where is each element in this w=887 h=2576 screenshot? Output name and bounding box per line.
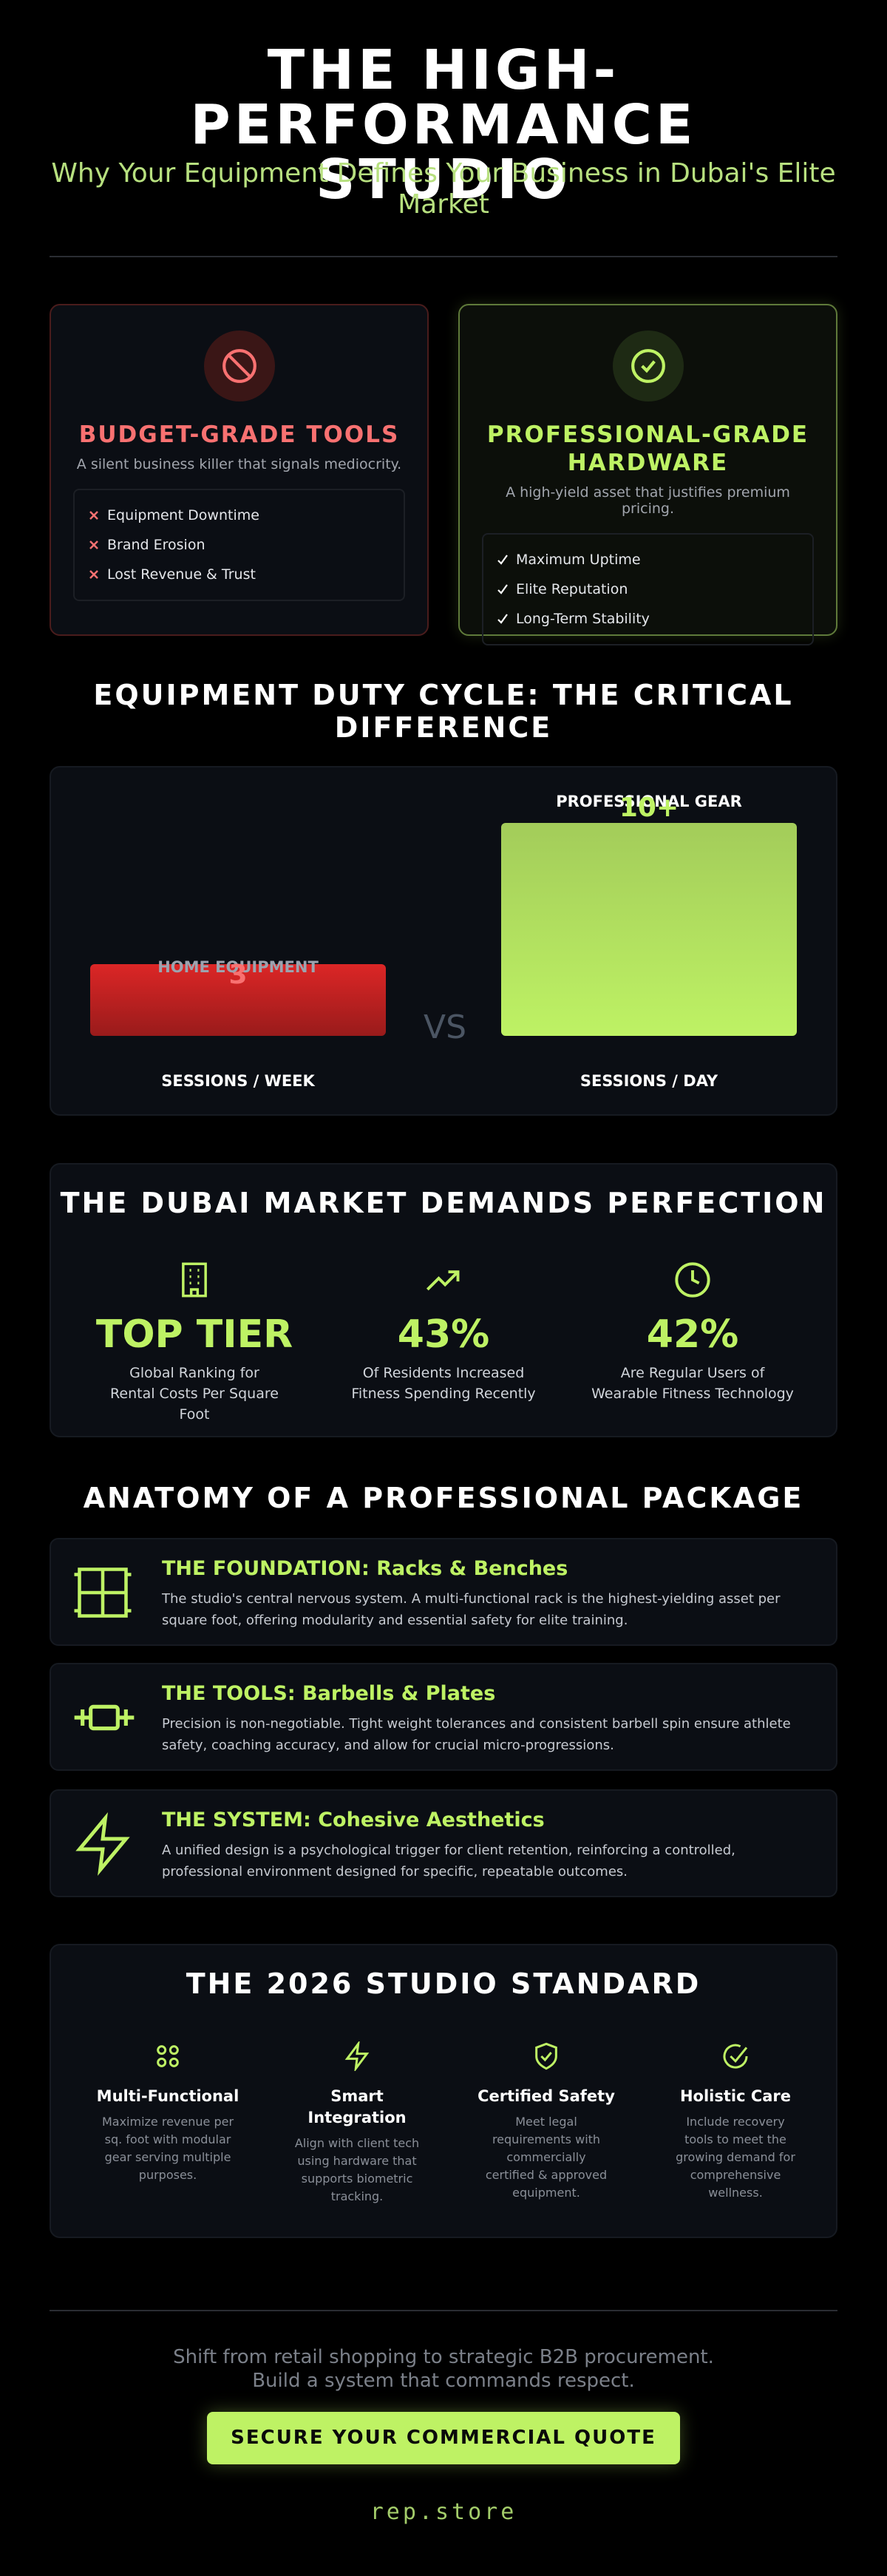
icon <box>203 331 275 401</box>
divider <box>50 2310 837 2311</box>
item-text: Equipment Downtime <box>107 507 259 523</box>
stat-label: Of Residents Increased Fitness Spending … <box>351 1365 536 1402</box>
brand: rep.store <box>370 2499 517 2525</box>
feature-text: The studio's central nervous system. A m… <box>162 1591 781 1628</box>
list: Equipment Downtime Brand Erosion Lost Re… <box>73 489 405 601</box>
item-text: Brand Erosion <box>107 537 205 553</box>
item-text: Lost Revenue & Trust <box>107 566 256 583</box>
feature-text: Precision is non-negotiable. Tight weigh… <box>162 1716 791 1753</box>
stat-value: TOP TIER <box>95 1312 293 1357</box>
list-item: Long-Term Stability <box>497 604 799 634</box>
item-title: Multi-Functional <box>96 2087 239 2105</box>
bar-value: 3 <box>228 960 248 990</box>
item-text: Meet legal requirements with commerciall… <box>485 2115 608 2200</box>
section-title: EQUIPMENT DUTY CYCLE: THE CRITICAL DIFFE… <box>93 679 794 744</box>
subtitle: Why Your Equipment Defines Your Business… <box>51 158 836 220</box>
item-text: Maximize revenue per sq. foot with modul… <box>101 2115 234 2182</box>
standard-item: Holistic Care Include recovery tools to … <box>654 2041 817 2202</box>
item-text: Long-Term Stability <box>516 611 650 627</box>
section-title: THE 2026 STUDIO STANDARD <box>186 1967 701 2000</box>
stat-value: 42% <box>646 1312 739 1357</box>
list-item: Lost Revenue & Trust <box>88 560 390 589</box>
stat: 43% Of Residents Increased Fitness Spend… <box>325 1261 562 1404</box>
feature-row: THE TOOLS: Barbells & Plates Precision i… <box>50 1663 837 1771</box>
cta-line: Build a system that commands respect. <box>252 2370 635 2392</box>
stat-label: Are Regular Users of Wearable Fitness Te… <box>591 1365 794 1402</box>
list-item: Brand Erosion <box>88 530 390 560</box>
item-text: Include recovery tools to meet the growi… <box>676 2115 795 2200</box>
section-title: THE DUBAI MARKET DEMANDS PERFECTION <box>60 1187 827 1219</box>
bar-unit: SESSIONS / DAY <box>580 1072 718 1090</box>
stat: TOP TIER Global Ranking for Rental Costs… <box>76 1261 313 1425</box>
pro-bar <box>501 823 797 1036</box>
icon <box>612 331 684 401</box>
item-text: Elite Reputation <box>516 581 628 597</box>
card-subtitle: A high-yield asset that justifies premiu… <box>506 484 790 517</box>
cta-line: Shift from retail shopping to strategic … <box>173 2346 714 2368</box>
standard-panel: THE 2026 STUDIO STANDARD Multi-Functiona… <box>50 1944 837 2238</box>
item-title: Certified Safety <box>478 2087 615 2105</box>
card-title: PROFESSIONAL-GRADE HARDWARE <box>486 421 809 476</box>
bar-label: HOME EQUIPMENT <box>157 958 319 976</box>
vs: VS <box>423 1009 467 1046</box>
item-text: Maximum Uptime <box>516 552 641 568</box>
item-title: Holistic Care <box>679 2087 792 2105</box>
feature-title: THE TOOLS: Barbells & Plates <box>162 1682 496 1705</box>
list: Maximum Uptime Elite Reputation Long-Ter… <box>482 533 814 645</box>
bar-label: PROFESSIONAL GEAR <box>556 793 742 810</box>
bar-value: 10+ <box>619 793 679 823</box>
feature-title: THE SYSTEM: Cohesive Aesthetics <box>162 1809 545 1831</box>
pro-card: PROFESSIONAL-GRADE HARDWARE A high-yield… <box>458 304 837 645</box>
list-item: Elite Reputation <box>497 574 799 604</box>
home-bar <box>90 964 386 1036</box>
bar-unit: SESSIONS / WEEK <box>161 1072 315 1090</box>
feature-text: A unified design is a psychological trig… <box>162 1843 735 1880</box>
card-subtitle: A silent business killer that signals me… <box>76 456 402 472</box>
stat-value: 43% <box>397 1312 490 1357</box>
cta-text: Shift from retail shopping to strategic … <box>0 2345 887 2393</box>
divider <box>50 256 837 257</box>
budget-card: BUDGET-GRADE TOOLS A silent business kil… <box>50 304 429 636</box>
list-item: Maximum Uptime <box>497 545 799 574</box>
standard-item: Certified Safety Meet legal requirements… <box>465 2041 628 2202</box>
feature-row: THE FOUNDATION: Racks & Benches The stud… <box>50 1538 837 1646</box>
list-item: Equipment Downtime <box>88 501 390 530</box>
standard-item: Smart Integration Align with client tech… <box>276 2039 438 2206</box>
stat: 42% Are Regular Users of Wearable Fitnes… <box>574 1261 811 1404</box>
cta-button[interactable]: SECURE YOUR COMMERCIAL QUOTE <box>207 2412 680 2464</box>
item-title: Smart Integration <box>307 2087 407 2126</box>
standard-item: Multi-Functional Maximize revenue per sq… <box>86 2041 249 2184</box>
duty-panel: HOME EQUIPMENT 3 SESSIONS / WEEK VS PROF… <box>50 766 837 1116</box>
section-title: ANATOMY OF A PROFESSIONAL PACKAGE <box>83 1482 804 1514</box>
stat-label: Global Ranking for Rental Costs Per Squa… <box>110 1365 279 1423</box>
card-title: BUDGET-GRADE TOOLS <box>78 421 400 448</box>
market-panel: THE DUBAI MARKET DEMANDS PERFECTION TOP … <box>50 1163 837 1437</box>
item-text: Align with client tech using hardware th… <box>294 2136 420 2203</box>
feature-row: THE SYSTEM: Cohesive Aesthetics A unifie… <box>50 1789 837 1897</box>
title: THE HIGH-PERFORMANCE STUDIO <box>190 38 697 211</box>
feature-title: THE FOUNDATION: Racks & Benches <box>162 1557 568 1580</box>
